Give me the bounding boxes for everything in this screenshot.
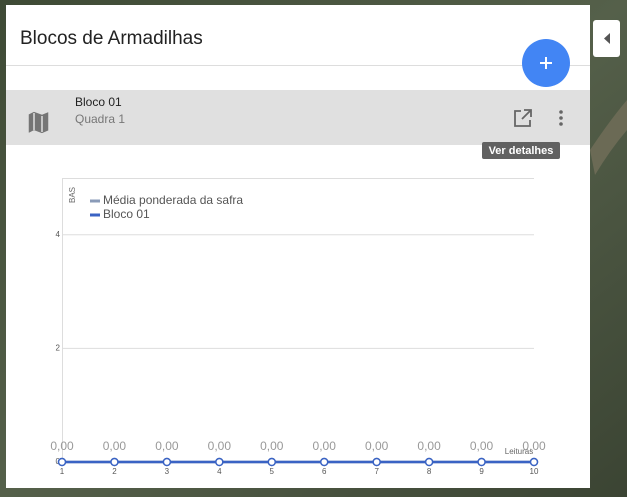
x-tick-label: 7 [374, 467, 379, 476]
y-tick-label: 4 [56, 230, 61, 239]
value-label: 0,00 [260, 439, 284, 453]
x-tick-label: 4 [217, 467, 222, 476]
point [372, 457, 381, 467]
legend-swatch [90, 213, 100, 217]
map-icon [27, 109, 50, 136]
point [267, 457, 277, 467]
tooltip-text: Ver detalhes [489, 145, 554, 157]
x-tick-label: 1 [60, 467, 65, 476]
x-tick-label: 8 [427, 467, 432, 476]
point [110, 457, 119, 467]
open-button[interactable] [514, 109, 532, 127]
x-axis-label: Leituras [505, 447, 533, 456]
x-tick-label: 5 [270, 467, 275, 476]
value-label: 0,00 [365, 439, 389, 453]
item-subtitle: Quadra 1 [75, 112, 125, 126]
x-tick-label: 2 [112, 467, 117, 476]
panel [6, 5, 590, 488]
collapse-icon [604, 33, 610, 44]
value-label: 0,00 [103, 439, 127, 453]
value-label: 0,00 [417, 439, 441, 453]
value-label: 0,00 [50, 439, 74, 453]
item-title: Bloco 01 [75, 95, 122, 109]
menu-dot [559, 122, 563, 126]
add-icon [540, 57, 552, 69]
value-label: 0,00 [470, 439, 494, 453]
open-icon [514, 110, 531, 127]
legend-label: Média ponderada da safra [103, 193, 243, 207]
chart: 02412345678910Média ponderada da safra0,… [50, 193, 546, 476]
value-label: 0,00 [522, 439, 546, 453]
panel-title: Blocos de Armadilhas [20, 28, 203, 49]
point [424, 457, 434, 467]
point [57, 457, 67, 467]
point [162, 457, 172, 467]
x-tick-label: 9 [479, 467, 484, 476]
point [477, 457, 486, 467]
x-tick-label: 10 [530, 467, 539, 476]
point [529, 457, 539, 467]
y-tick-label: 2 [56, 344, 61, 353]
legend-label: Bloco 01 [103, 207, 150, 221]
menu-dot [559, 116, 563, 120]
value-label: 0,00 [313, 439, 337, 453]
y-axis-label: BAS [68, 187, 77, 203]
list-item[interactable] [6, 90, 590, 145]
value-label: 0,00 [155, 439, 179, 453]
point [215, 457, 224, 467]
menu-dot [559, 110, 563, 114]
x-tick-label: 3 [165, 467, 170, 476]
legend-swatch [90, 199, 100, 203]
tooltip [482, 142, 560, 159]
point [319, 457, 329, 467]
menu-button[interactable] [559, 110, 563, 126]
open-icon-arrow [521, 109, 532, 120]
map-river [590, 100, 627, 175]
value-label: 0,00 [208, 439, 232, 453]
x-tick-label: 6 [322, 467, 327, 476]
